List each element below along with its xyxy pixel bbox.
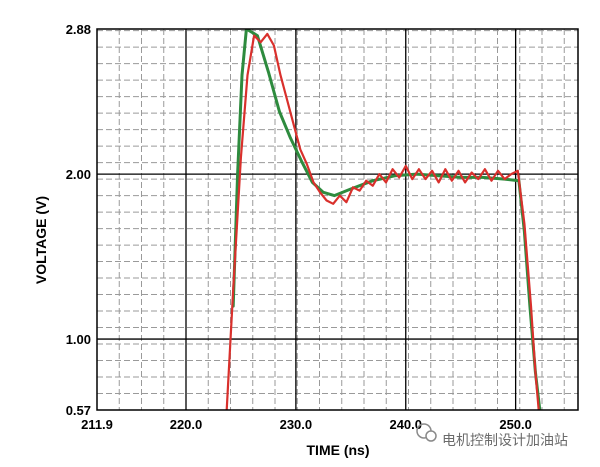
x-tick-label: 220.0 (170, 417, 203, 432)
watermark: 电机控制设计加油站 (416, 423, 568, 449)
x-axis-label: TIME (ns) (307, 442, 370, 458)
y-axis-label: VOLTAGE (V) (33, 196, 49, 284)
grid (97, 29, 578, 410)
y-tick-label: 2.00 (66, 167, 91, 182)
y-tick-label: 1.00 (66, 332, 91, 347)
y-tick-label: 2.88 (66, 22, 91, 37)
wechat-icon (416, 423, 437, 442)
series-group (225, 29, 542, 410)
x-tick-label: 211.9 (81, 417, 113, 432)
plot-frame (96, 28, 579, 411)
watermark-text: 电机控制设计加油站 (442, 433, 568, 449)
x-tick-label: 230.0 (280, 417, 313, 432)
series-line-2 (225, 32, 540, 410)
y-tick-label: 0.57 (66, 403, 91, 418)
x-tick-label: 240.0 (389, 417, 422, 432)
tick-labels: 211.9 220.0 230.0 240.0 250.0 0.57 1.00 2.00 2.8… (66, 22, 532, 432)
x-tick-label: 250.0 (499, 417, 532, 432)
